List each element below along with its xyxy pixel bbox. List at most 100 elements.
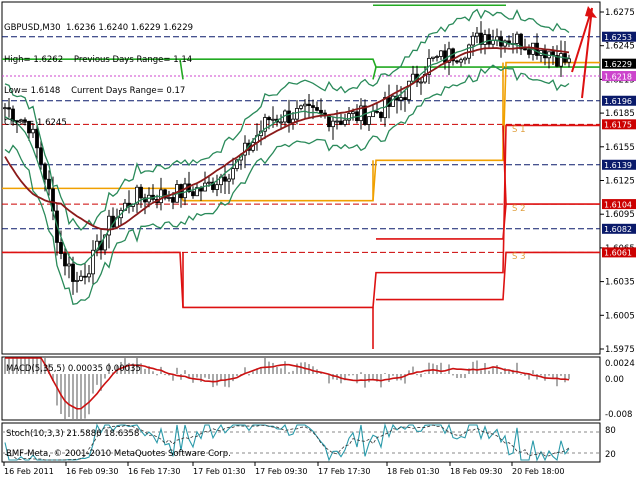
- candle-body: [107, 215, 111, 236]
- low-line: Low= 1.6148 Current Days Range= 0.17: [4, 86, 186, 96]
- candle-body: [207, 181, 211, 184]
- time-axis-label: 18 Feb 01:30: [387, 467, 439, 476]
- candle-body: [475, 32, 479, 37]
- candle-body: [39, 147, 43, 165]
- price-tick-label: 1.6005: [605, 311, 635, 321]
- price-tick-label: 1.6245: [605, 42, 635, 52]
- candle-body: [47, 178, 51, 190]
- candle-body: [7, 107, 11, 110]
- candle-body: [91, 249, 95, 275]
- stoch-signal-line: [4, 424, 570, 461]
- price-tick-label: 1.6155: [605, 143, 635, 153]
- candle-body: [483, 34, 487, 45]
- price-tick-label: 1.6035: [605, 278, 635, 288]
- candle-body: [311, 105, 315, 108]
- candle-body: [3, 107, 7, 110]
- candle-body: [515, 33, 519, 44]
- candle-body: [371, 110, 375, 118]
- candle-body: [271, 118, 275, 121]
- price-tags: [602, 31, 636, 258]
- candle-body: [343, 119, 347, 125]
- price-tick-label: 1.6125: [605, 177, 635, 187]
- candle-body: [143, 197, 147, 203]
- green-channel-step: [179, 59, 184, 80]
- macd-tick-label: 0.0024: [605, 359, 635, 369]
- candle-body: [183, 183, 187, 199]
- candle-body: [439, 50, 443, 57]
- candle-body: [403, 97, 407, 101]
- macd-signal-line: [5, 357, 570, 410]
- red-channel-step: [502, 125, 507, 205]
- candle-body: [375, 110, 379, 113]
- projection-arrow: [571, 7, 593, 99]
- price-tick-label: 1.6185: [605, 109, 635, 119]
- candle-body: [459, 59, 463, 63]
- price-tag-label: 1.6104: [604, 200, 632, 209]
- high-line: High= 1.6262 Previous Days Range= 1.14: [4, 54, 193, 65]
- stoch-label: Stoch(10,3,3) 21.5886 18.6358: [6, 429, 139, 439]
- price-tick-label: 1.6095: [605, 210, 635, 220]
- time-axis-label: 20 Feb 18:00: [512, 467, 564, 476]
- candle-body: [519, 33, 523, 50]
- candle-body: [195, 187, 199, 197]
- candle-body: [407, 80, 411, 101]
- time-axis-label: 18 Feb 09:30: [450, 467, 502, 476]
- candle-body: [319, 109, 323, 114]
- candle-body: [263, 117, 267, 132]
- candle-body: [419, 81, 423, 84]
- candle-body: [307, 103, 311, 106]
- candle-body: [455, 60, 459, 63]
- candle-body: [435, 56, 439, 58]
- candle-body: [71, 263, 75, 282]
- main-pane-frame: [1, 1, 601, 355]
- candle-body: [63, 253, 67, 267]
- macd-label: MACD(5,35,5) 0.00035 0.00035: [6, 364, 141, 374]
- candle-body: [75, 279, 79, 282]
- stoch-pane-frame: [1, 422, 601, 463]
- moving-average: [4, 46, 570, 231]
- candle-body: [567, 58, 571, 63]
- candle-body: [223, 176, 227, 182]
- candle-body: [299, 105, 303, 109]
- candle-body: [27, 120, 31, 134]
- bollinger-middle: [4, 39, 570, 266]
- candle-body: [411, 73, 415, 82]
- price-tick-label: 1.6275: [605, 8, 635, 18]
- copyright-notice: BMF-Meta, © 2001-2010 MetaQuotes Softwar…: [6, 449, 231, 459]
- candle-body: [79, 275, 83, 281]
- red-channel-mid: [376, 203, 600, 240]
- price-tag-label: 1.6218: [604, 72, 632, 81]
- candle-body: [267, 117, 271, 121]
- pivot-s1-label: S 1: [512, 125, 526, 135]
- price-tag-label: 1.6253: [604, 33, 632, 42]
- candle-body: [443, 50, 447, 63]
- macd-histogram: [4, 358, 570, 419]
- symbol-line: GBPUSD,M30 1.6236 1.6240 1.6229 1.6229: [4, 23, 194, 33]
- candle-body: [227, 178, 231, 182]
- price-tag-box: [602, 95, 636, 106]
- candle-body: [347, 113, 351, 121]
- candle-body: [559, 53, 563, 67]
- candle-body: [335, 120, 339, 123]
- price-tag-label: 1.6082: [604, 225, 632, 234]
- price-tag-label: 1.6175: [604, 121, 632, 130]
- candle-body: [231, 168, 235, 180]
- time-axis-label: 17 Feb 01:30: [193, 467, 245, 476]
- price-tag-label: 1.6139: [604, 161, 632, 170]
- price-tag-box: [602, 247, 636, 258]
- candle-body: [303, 103, 307, 107]
- candle-body: [523, 48, 527, 51]
- stoch-tick-label: 80: [605, 426, 616, 436]
- ohlc-info: GBPUSD,M30 1.6236 1.6240 1.6229 1.6229 H…: [4, 2, 193, 149]
- price-tag-box: [602, 119, 636, 130]
- price-tag-box: [602, 58, 636, 69]
- time-axis-label: 16 Feb 09:30: [66, 467, 118, 476]
- candle-body: [67, 263, 71, 267]
- price-tag-box: [602, 71, 636, 82]
- candle-body: [351, 111, 355, 114]
- candle-body: [167, 197, 171, 199]
- candle-body: [191, 191, 195, 197]
- candle-body: [339, 120, 343, 125]
